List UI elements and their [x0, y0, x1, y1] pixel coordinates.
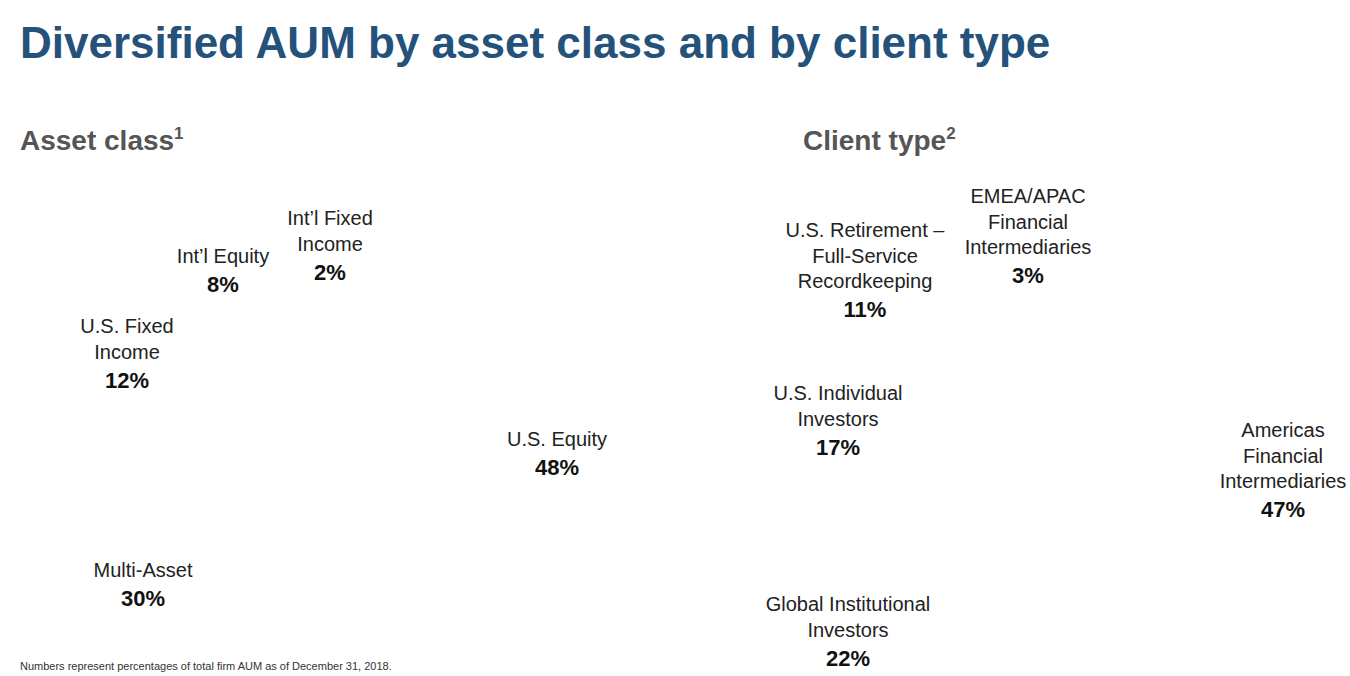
data-label: 11%	[844, 297, 887, 322]
page-title: Diversified AUM by asset class and by cl…	[20, 18, 1050, 67]
slice-label-line: Income	[94, 341, 160, 363]
slice-label-line: Financial	[1243, 445, 1323, 467]
slice-label-line: Int’l Equity	[177, 245, 269, 267]
slice-label: Global Institutional Investors	[766, 593, 931, 641]
data-label: 48%	[535, 455, 579, 480]
slice-label-line: Intermediaries	[965, 236, 1092, 258]
slice-label: Int’l Equity	[177, 245, 269, 267]
pie-chart: Asset class1 U.S. Equity 48% Multi-Asset 30%…	[20, 124, 607, 619]
slice-labels: U.S. Equity 48% Multi-Asset 30% U.S. Fixed In…	[80, 207, 607, 611]
slice-labels: Americas Financial Intermediaries 47% Global…	[766, 185, 1347, 671]
slice-label: U.S. Retirement – Full-Service Recordkeepi…	[786, 219, 946, 292]
slice-label-line: Investors	[807, 619, 888, 641]
data-label: 47%	[1261, 497, 1305, 522]
slice-label-line: U.S. Equity	[507, 428, 607, 450]
slice-label-line: U.S. Retirement –	[786, 219, 946, 241]
data-label: 22%	[826, 646, 870, 671]
slice-label-line: Income	[297, 233, 363, 255]
slice-label-line: Investors	[797, 408, 878, 430]
chart-title: Asset class1	[20, 124, 184, 156]
slice-label-line: U.S. Fixed	[80, 315, 173, 337]
slice-label-line: Intermediaries	[1220, 470, 1347, 492]
data-label: 30%	[121, 586, 165, 611]
slice-label: U.S. Individual Investors	[774, 382, 903, 430]
slice-label-line: Full-Service	[812, 245, 918, 267]
page: Diversified AUM by asset class and by cl…	[0, 0, 1350, 676]
slice-label: Americas Financial Intermediaries	[1220, 419, 1347, 492]
slice-label-line: EMEA/APAC	[970, 185, 1085, 207]
chart-title-text: Asset class	[20, 125, 174, 156]
slice-label-line: U.S. Individual	[774, 382, 903, 404]
slice-label: U.S. Equity	[507, 428, 607, 450]
slice-label-line: Financial	[988, 211, 1068, 233]
data-label: 12%	[105, 368, 149, 393]
chart-title: Client type2	[803, 124, 956, 156]
slice-label: Int’l Fixed Income	[287, 207, 373, 255]
slice-label-line: Recordkeeping	[798, 270, 933, 292]
slice-label-line: Global Institutional	[766, 593, 931, 615]
chart-title-text: Client type	[803, 125, 946, 156]
chart-title-marker: 1	[174, 124, 183, 143]
footnote: Numbers represent percentages of total f…	[20, 660, 392, 672]
slice-label: Multi-Asset	[94, 559, 193, 581]
slice-label-line: Int’l Fixed	[287, 207, 373, 229]
data-label: 3%	[1012, 263, 1044, 288]
data-label: 17%	[816, 435, 860, 460]
pie-chart: Client type2 Americas Financial Intermediar…	[766, 124, 1347, 671]
slice-label: U.S. Fixed Income	[80, 315, 173, 363]
slice-label-line: Multi-Asset	[94, 559, 193, 581]
data-label: 8%	[207, 272, 239, 297]
slice-label: EMEA/APAC Financial Intermediaries	[965, 185, 1092, 258]
data-label: 2%	[314, 260, 346, 285]
chart-title-marker: 2	[946, 124, 955, 143]
slice-label-line: Americas	[1241, 419, 1324, 441]
